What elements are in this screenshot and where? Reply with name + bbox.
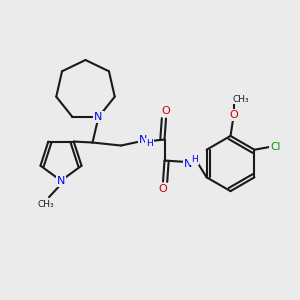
- Text: H: H: [191, 155, 198, 164]
- Text: N: N: [57, 176, 65, 186]
- Text: CH₃: CH₃: [38, 200, 54, 209]
- Text: O: O: [229, 110, 238, 120]
- Text: N: N: [94, 112, 103, 122]
- Text: Cl: Cl: [270, 142, 280, 152]
- Text: H: H: [146, 139, 153, 148]
- Text: O: O: [162, 106, 170, 116]
- Text: N: N: [184, 158, 193, 169]
- Text: O: O: [159, 184, 167, 194]
- Text: CH₃: CH₃: [233, 95, 249, 104]
- Text: N: N: [139, 134, 148, 145]
